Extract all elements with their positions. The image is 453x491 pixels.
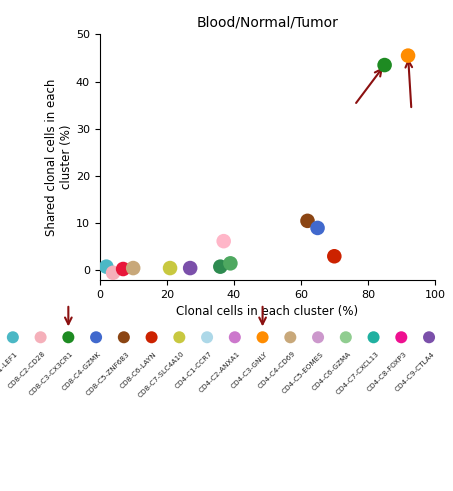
Point xyxy=(314,333,322,341)
Point xyxy=(166,264,173,272)
Point xyxy=(398,333,405,341)
Text: CD4-C4-CD69: CD4-C4-CD69 xyxy=(257,351,297,390)
Point xyxy=(370,333,377,341)
Text: CD8-C7-SLC4A10: CD8-C7-SLC4A10 xyxy=(137,351,186,399)
Text: CD8-C3-CX3CR1: CD8-C3-CX3CR1 xyxy=(29,351,75,397)
Point xyxy=(92,333,100,341)
Point xyxy=(331,252,338,260)
Text: CD4-C8-FOXP3: CD4-C8-FOXP3 xyxy=(366,351,408,393)
Point xyxy=(314,224,321,232)
Text: CD4-C7-CXCL13: CD4-C7-CXCL13 xyxy=(335,351,380,396)
Point xyxy=(405,52,412,59)
Point xyxy=(148,333,155,341)
Point xyxy=(227,259,234,267)
Text: CD4-C9-CTLA4: CD4-C9-CTLA4 xyxy=(394,351,435,392)
Point xyxy=(304,217,311,225)
Point xyxy=(65,333,72,341)
Point xyxy=(231,333,238,341)
Text: CD4-C6-GZMA: CD4-C6-GZMA xyxy=(311,351,352,392)
Point xyxy=(217,263,224,271)
Point xyxy=(103,263,110,271)
Point xyxy=(381,61,388,69)
Point xyxy=(176,333,183,341)
Text: CD4-C2-ANXA1: CD4-C2-ANXA1 xyxy=(198,351,241,394)
Text: CD8-C4-GZMK: CD8-C4-GZMK xyxy=(62,351,102,392)
Text: CD8-C2-CD28: CD8-C2-CD28 xyxy=(7,351,47,390)
Point xyxy=(287,333,294,341)
Point xyxy=(130,264,137,272)
Point xyxy=(110,269,117,277)
Point xyxy=(203,333,211,341)
Y-axis label: Shared clonal cells in each
cluster (%): Shared clonal cells in each cluster (%) xyxy=(45,79,73,236)
Point xyxy=(342,333,349,341)
Point xyxy=(120,265,127,273)
Text: CD8-C1-LEF1: CD8-C1-LEF1 xyxy=(0,351,19,388)
Point xyxy=(9,333,16,341)
Point xyxy=(187,264,194,272)
Point xyxy=(37,333,44,341)
Text: CD8-C5-ZNF683: CD8-C5-ZNF683 xyxy=(85,351,130,396)
Point xyxy=(259,333,266,341)
Text: CD8-C6-LAYN: CD8-C6-LAYN xyxy=(120,351,158,389)
Title: Blood/Normal/Tumor: Blood/Normal/Tumor xyxy=(196,15,338,29)
Point xyxy=(425,333,433,341)
Point xyxy=(120,333,127,341)
X-axis label: Clonal cells in each cluster (%): Clonal cells in each cluster (%) xyxy=(176,305,358,318)
Text: CD4-C1-CCR7: CD4-C1-CCR7 xyxy=(174,351,213,390)
Text: CD4-C5-EOMES: CD4-C5-EOMES xyxy=(281,351,324,394)
Point xyxy=(220,237,227,245)
Text: CD4-C3-GNLY: CD4-C3-GNLY xyxy=(230,351,269,389)
